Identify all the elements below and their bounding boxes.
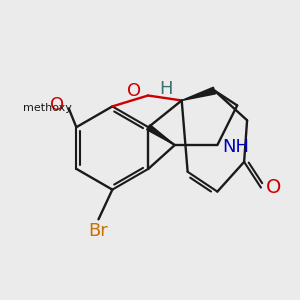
- Text: O: O: [50, 96, 64, 114]
- Text: O: O: [266, 178, 281, 197]
- Polygon shape: [182, 87, 215, 101]
- Text: NH: NH: [222, 138, 249, 156]
- Text: O: O: [127, 82, 141, 100]
- Polygon shape: [147, 125, 175, 145]
- Text: H: H: [159, 80, 172, 98]
- Text: methoxy: methoxy: [22, 103, 71, 113]
- Text: Br: Br: [88, 222, 108, 240]
